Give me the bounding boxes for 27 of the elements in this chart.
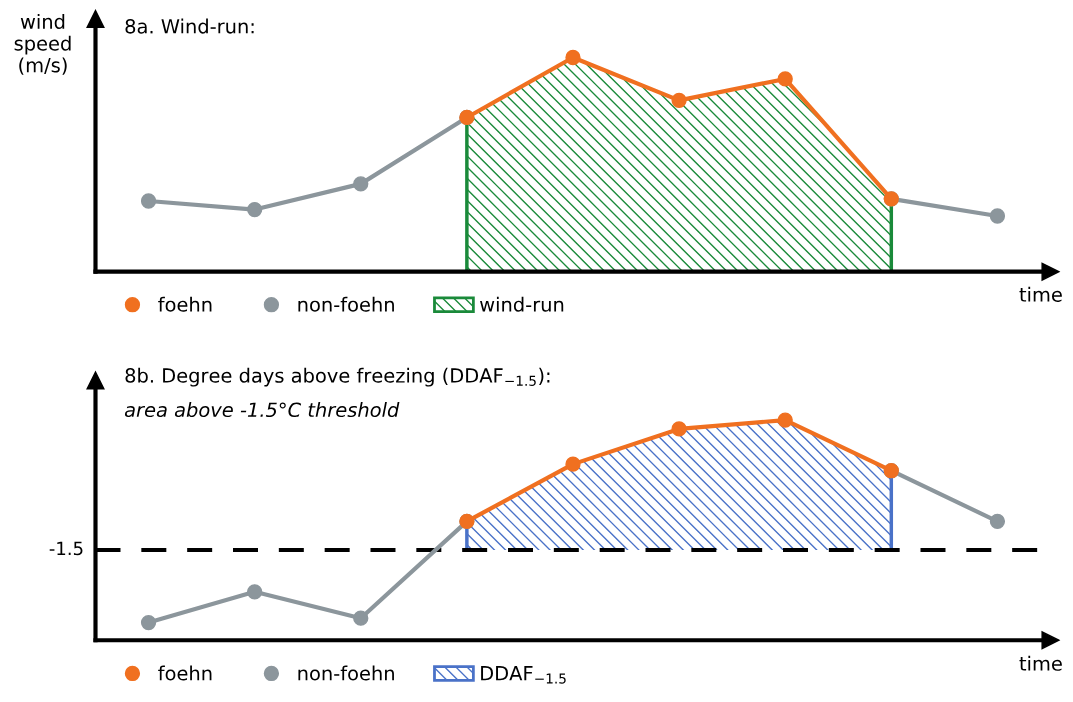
x-axis-title: time [1019, 655, 1062, 671]
point [140, 193, 157, 209]
point [247, 584, 263, 600]
legend-label: DDAF$_{−1.5}$ [481, 666, 566, 684]
point [247, 201, 263, 218]
legend-label: non-foehn [298, 665, 394, 681]
chart-subtitle: area above -1.5°C threshold [124, 402, 400, 418]
point [989, 208, 1006, 224]
point [777, 71, 793, 87]
point [989, 513, 1006, 529]
point [353, 176, 369, 192]
point [671, 421, 687, 437]
chart-title: 8b. Degree days above freezing (DDAF$_{−1.5}$): [125, 367, 550, 387]
point [140, 614, 157, 631]
x-axis-title: time [1019, 286, 1062, 302]
y-axis-title: wind speed (m/s) [14, 13, 71, 75]
point [565, 456, 581, 472]
point [777, 412, 793, 428]
legend-label: non-foehn [298, 296, 394, 312]
point [671, 92, 687, 108]
point [565, 49, 581, 66]
point [353, 610, 369, 626]
legend-label: wind-run [480, 296, 564, 312]
text: -1.5 [49, 541, 83, 556]
legend-label: foehn [158, 296, 212, 312]
legend-label: foehn [158, 665, 212, 681]
chart-title: 8a. Wind-run: [125, 18, 254, 34]
